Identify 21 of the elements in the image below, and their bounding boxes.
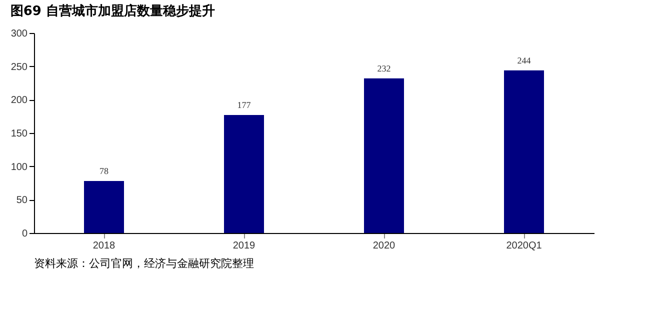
x-tick-label: 2018 <box>92 240 116 252</box>
data-label: 78 <box>100 166 109 176</box>
y-tick-label: 100 <box>10 162 28 173</box>
data-label: 232 <box>377 63 391 74</box>
chart-title: 图69 自营城市加盟店数量稳步提升 <box>10 3 215 19</box>
data-label: 244 <box>517 55 532 66</box>
x-tick-label: 2020Q1 <box>506 240 542 252</box>
y-tick-label: 150 <box>10 128 28 140</box>
text: 资料来源：公司官网，经济与金融研究院整理 <box>34 257 254 270</box>
bar <box>84 181 124 233</box>
bar <box>224 115 264 233</box>
x-tick-label: 2020 <box>372 240 396 252</box>
data-label: 177 <box>237 100 252 110</box>
y-tick-label: 250 <box>10 62 28 73</box>
y-tick-label: 0 <box>22 228 28 240</box>
bar <box>504 70 544 233</box>
bar <box>364 78 404 233</box>
y-tick-label: 50 <box>16 195 28 206</box>
y-tick-label: 300 <box>10 28 28 40</box>
y-tick-label: 200 <box>10 95 28 106</box>
x-tick-label: 2019 <box>232 240 256 252</box>
